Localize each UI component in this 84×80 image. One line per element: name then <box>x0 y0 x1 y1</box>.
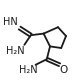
Text: O: O <box>59 65 68 75</box>
Text: HN: HN <box>3 17 17 27</box>
Text: H₂N: H₂N <box>19 65 38 75</box>
Text: H₂N: H₂N <box>6 46 25 56</box>
